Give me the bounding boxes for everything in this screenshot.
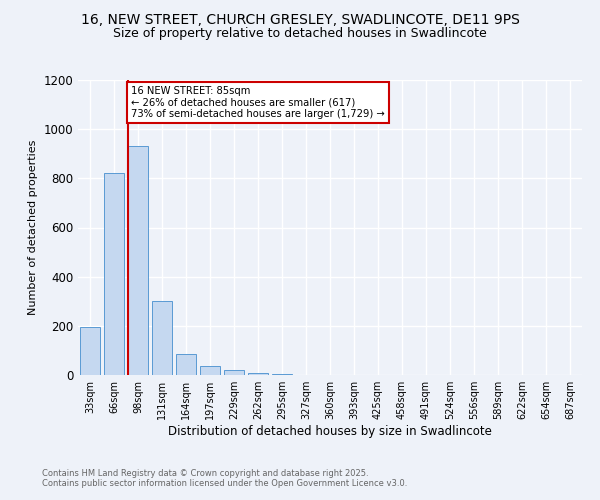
Text: Size of property relative to detached houses in Swadlincote: Size of property relative to detached ho… xyxy=(113,28,487,40)
Text: 16, NEW STREET, CHURCH GRESLEY, SWADLINCOTE, DE11 9PS: 16, NEW STREET, CHURCH GRESLEY, SWADLINC… xyxy=(80,12,520,26)
Bar xyxy=(200,366,220,375)
X-axis label: Distribution of detached houses by size in Swadlincote: Distribution of detached houses by size … xyxy=(168,425,492,438)
Bar xyxy=(104,174,124,375)
Bar xyxy=(272,374,292,375)
Text: Contains HM Land Registry data © Crown copyright and database right 2025.: Contains HM Land Registry data © Crown c… xyxy=(42,468,368,477)
Bar xyxy=(128,146,148,375)
Y-axis label: Number of detached properties: Number of detached properties xyxy=(28,140,38,315)
Bar xyxy=(248,372,268,375)
Text: 16 NEW STREET: 85sqm
← 26% of detached houses are smaller (617)
73% of semi-deta: 16 NEW STREET: 85sqm ← 26% of detached h… xyxy=(131,86,385,120)
Bar xyxy=(224,370,244,375)
Bar xyxy=(80,326,100,375)
Text: Contains public sector information licensed under the Open Government Licence v3: Contains public sector information licen… xyxy=(42,478,407,488)
Bar xyxy=(176,354,196,375)
Bar xyxy=(152,301,172,375)
